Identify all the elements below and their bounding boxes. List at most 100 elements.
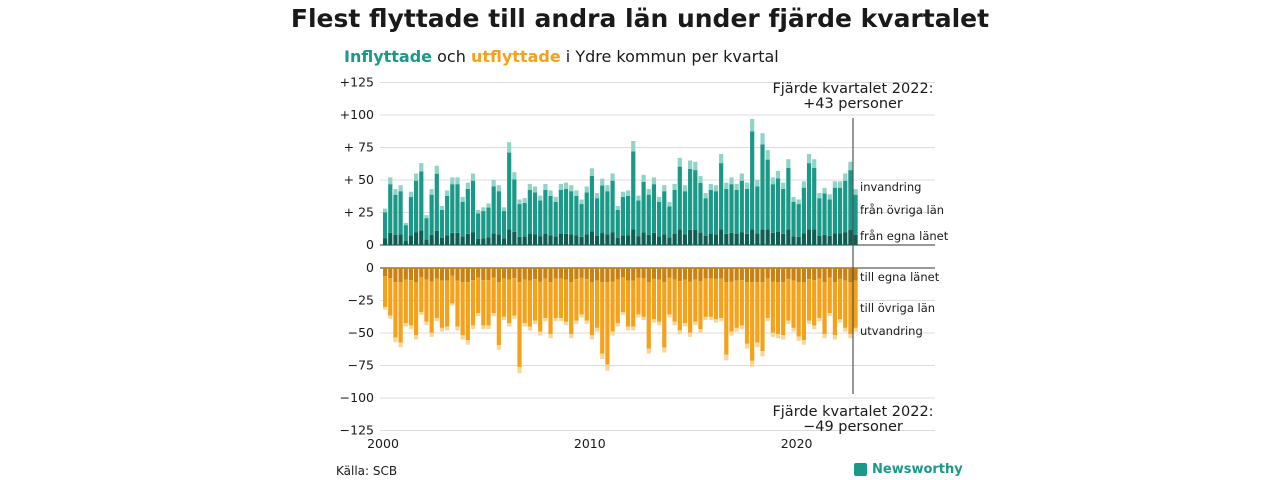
bar-outflow-other-counties	[724, 282, 729, 355]
bar-inflow-other-counties	[703, 198, 708, 236]
bar-inflow-own-county	[424, 239, 429, 245]
chart-subtitle: Inflyttade och utflyttade i Ydre kommun …	[344, 47, 779, 66]
bar-inflow-other-counties	[393, 194, 398, 235]
bar-inflow-other-counties	[822, 193, 827, 235]
bar-inflow-own-county	[383, 238, 388, 245]
bar-outflow-own-county	[744, 268, 750, 283]
bar-immigration	[408, 191, 414, 198]
bar-inflow-other-counties	[801, 187, 806, 234]
bar-emigration	[688, 332, 693, 337]
bar-emigration	[755, 342, 760, 348]
bar-inflow-other-counties	[605, 191, 610, 235]
bar-outflow-own-county	[579, 268, 584, 278]
bar-emigration	[393, 337, 398, 343]
bar-inflow-own-county	[775, 231, 781, 245]
bar-outflow-other-counties	[770, 281, 775, 333]
bar-emigration	[532, 320, 538, 324]
bar-inflow-own-county	[445, 235, 450, 245]
bar-outflow-other-counties	[765, 278, 770, 319]
bar-outflow-other-counties	[796, 282, 801, 337]
bar-outflow-other-counties	[558, 278, 563, 319]
bar-inflow-own-county	[605, 234, 610, 245]
bar-immigration	[672, 183, 677, 191]
bar-emigration	[651, 319, 657, 323]
bar-immigration	[579, 199, 584, 205]
bar-outflow-other-counties	[853, 280, 858, 328]
bar-outflow-other-counties	[486, 280, 491, 326]
bar-inflow-other-counties	[837, 187, 843, 234]
bar-immigration	[553, 196, 558, 202]
bar-inflow-own-county	[760, 229, 765, 245]
bar-outflow-other-counties	[429, 281, 434, 333]
bar-emigration	[569, 333, 574, 339]
bar-outflow-own-county	[796, 268, 801, 283]
bar-inflow-own-county	[817, 235, 822, 245]
bar-immigration	[848, 161, 853, 171]
bar-outflow-own-county	[563, 268, 569, 280]
bar-inflow-other-counties	[713, 191, 719, 235]
bar-inflow-own-county	[491, 233, 496, 245]
bar-outflow-other-counties	[625, 280, 631, 327]
bar-inflow-other-counties	[755, 186, 760, 234]
bar-immigration	[574, 190, 579, 196]
bar-outflow-own-county	[672, 268, 677, 280]
bar-inflow-own-county	[667, 237, 672, 245]
bar-emigration	[584, 320, 589, 324]
bar-immigration	[708, 183, 713, 191]
bar-immigration	[801, 181, 806, 188]
bar-outflow-own-county	[806, 268, 812, 280]
bar-outflow-own-county	[698, 268, 703, 281]
bar-immigration	[817, 193, 822, 199]
bar-inflow-other-counties	[553, 201, 558, 237]
bar-inflow-other-counties	[579, 204, 584, 237]
bar-inflow-other-counties	[439, 209, 445, 238]
bar-outflow-other-counties	[527, 280, 532, 327]
bar-inflow-own-county	[388, 232, 393, 245]
bar-immigration	[796, 199, 801, 205]
bar-inflow-other-counties	[698, 182, 703, 233]
bar-outflow-own-county	[393, 268, 398, 283]
bar-immigration	[507, 142, 512, 153]
bar-emigration	[631, 326, 636, 331]
bar-emigration	[424, 321, 429, 326]
bar-inflow-own-county	[455, 232, 460, 245]
y-tick-label: + 75	[344, 140, 374, 155]
bar-outflow-other-counties	[532, 279, 538, 321]
bar-outflow-own-county	[403, 268, 408, 280]
bar-immigration	[729, 177, 734, 185]
y-tick-label: −100	[340, 390, 374, 405]
bar-inflow-own-county	[589, 231, 594, 245]
bar-immigration	[569, 185, 574, 192]
bar-inflow-other-counties	[708, 190, 713, 235]
annotation-bottom-line2: −49 personer	[803, 419, 903, 435]
bar-outflow-own-county	[812, 268, 817, 281]
bar-inflow-other-counties	[388, 184, 393, 233]
bar-outflow-own-county	[424, 268, 429, 280]
bar-outflow-other-counties	[688, 281, 693, 333]
bar-emigration	[812, 325, 817, 330]
bar-outflow-own-county	[688, 268, 693, 282]
bar-outflow-own-county	[496, 268, 501, 283]
bar-outflow-own-county	[594, 268, 600, 281]
bar-immigration	[693, 161, 698, 171]
bar-immigration	[403, 222, 408, 226]
bar-outflow-other-counties	[563, 279, 569, 322]
bar-immigration	[522, 198, 527, 203]
bar-outflow-own-county	[548, 268, 553, 283]
bar-inflow-other-counties	[594, 198, 600, 236]
bar-outflow-other-counties	[843, 280, 848, 328]
bar-inflow-other-counties	[419, 171, 424, 231]
bar-outflow-own-county	[460, 268, 465, 283]
subtitle-outflow-word: utflyttade	[470, 47, 561, 66]
bar-inflow-own-county	[853, 234, 858, 245]
bar-inflow-own-county	[481, 238, 486, 245]
bar-emigration	[481, 325, 486, 330]
bar-inflow-other-counties	[677, 166, 682, 230]
bar-inflow-own-county	[429, 234, 434, 245]
bar-outflow-own-county	[501, 268, 507, 279]
bar-inflow-other-counties	[600, 185, 605, 234]
bar-immigration	[491, 180, 496, 187]
bar-inflow-other-counties	[672, 190, 677, 235]
bar-immigration	[476, 209, 481, 214]
bar-outflow-other-counties	[682, 279, 688, 323]
